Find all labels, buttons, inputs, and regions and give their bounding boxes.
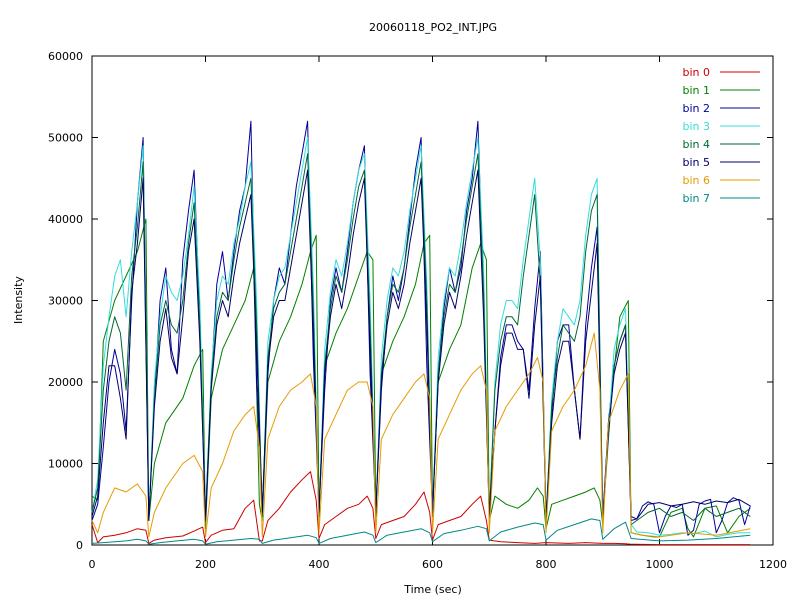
x-tick-label: 200 — [195, 558, 216, 571]
legend-label: bin 0 — [682, 66, 710, 79]
x-tick-label: 400 — [309, 558, 330, 571]
legend-label: bin 7 — [682, 192, 710, 205]
legend-label: bin 5 — [682, 156, 710, 169]
y-axis-label: Intensity — [12, 276, 25, 324]
y-tick-label: 60000 — [48, 50, 83, 63]
legend: bin 0 bin 1 bin 2 bin 3 bin 4 bin 5 bin 6 bin 7 — [682, 66, 760, 205]
x-tick-label: 600 — [422, 558, 443, 571]
y-tick-label: 30000 — [48, 295, 83, 308]
series-line-bin-6 — [91, 332, 751, 538]
y-axis: 0 10000 20000 30000 40000 50000 60000 — [48, 50, 773, 552]
x-tick-label: 0 — [89, 558, 96, 571]
y-tick-label: 10000 — [48, 458, 83, 471]
y-tick-label: 50000 — [48, 132, 83, 145]
x-tick-label: 1200 — [759, 558, 787, 571]
series-line-bin-7 — [91, 518, 751, 545]
series-line-bin-1 — [91, 218, 751, 538]
legend-label: bin 4 — [682, 138, 710, 151]
y-tick-label: 0 — [76, 539, 83, 552]
x-tick-label: 1000 — [646, 558, 674, 571]
legend-label: bin 1 — [682, 84, 710, 97]
y-tick-label: 40000 — [48, 213, 83, 226]
chart-title: 20060118_PO2_INT.JPG — [369, 21, 497, 34]
series-line-bin-0 — [91, 471, 751, 546]
x-tick-label: 800 — [536, 558, 557, 571]
y-tick-label: 20000 — [48, 376, 83, 389]
legend-label: bin 3 — [682, 120, 710, 133]
x-axis: 0 200 400 600 800 1000 1200 — [89, 56, 787, 571]
legend-label: bin 6 — [682, 174, 710, 187]
series-line-bin-5 — [91, 169, 751, 521]
series-lines — [91, 120, 751, 546]
series-line-bin-4 — [91, 153, 751, 526]
x-axis-label: Time (sec) — [403, 583, 462, 596]
series-line-bin-3 — [91, 137, 751, 538]
legend-label: bin 2 — [682, 102, 710, 115]
